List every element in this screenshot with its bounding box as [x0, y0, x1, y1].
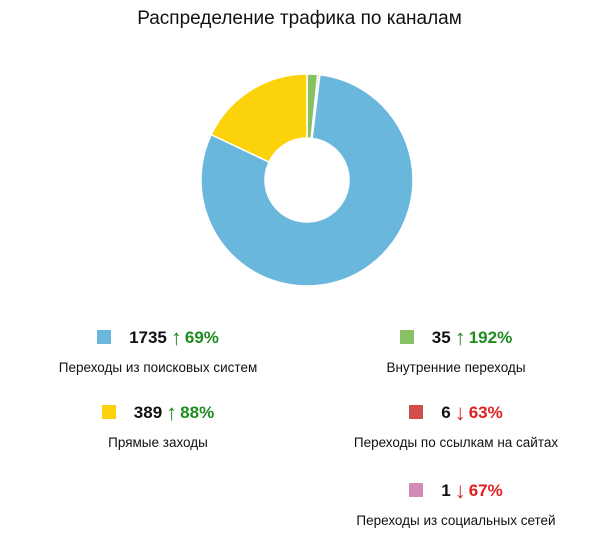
arrow-down-icon: ↓: [454, 478, 466, 503]
donut-slice-direct: [210, 73, 308, 164]
legend-change-links: 63%: [468, 403, 503, 422]
chart-title: Распределение трафика по каналам: [137, 8, 462, 29]
donut-slice-search: [200, 73, 414, 287]
legend-label-direct: Прямые заходы: [108, 435, 208, 450]
legend-label-links: Переходы по ссылкам на сайтах: [353, 435, 559, 450]
arrow-up-icon: ↑: [454, 325, 466, 350]
legend-label-search: Переходы из поисковых систем: [58, 360, 258, 375]
legend-swatch-links: [409, 405, 424, 419]
legend-change-social: 67%: [468, 481, 503, 500]
arrow-up-icon: ↑: [170, 325, 182, 350]
legend-swatch-search: [97, 330, 112, 344]
legend-count-links: 6: [441, 403, 451, 422]
legend-swatch-internal: [399, 330, 414, 344]
legend-label-social: Переходы из социальных сетей: [356, 513, 556, 528]
legend-item-search: 1735 ↑ 69% Переходы из поисковых систем: [8, 325, 308, 376]
legend-change-search: 69%: [184, 328, 219, 347]
legend-count-direct: 389: [133, 403, 163, 422]
legend-change-internal: 192%: [468, 328, 513, 347]
legend-change-direct: 88%: [180, 403, 215, 422]
legend-item-links: 6 ↓ 63% Переходы по ссылкам на сайтах: [306, 400, 599, 451]
legend-item-internal: 35 ↑ 192% Внутренние переходы: [306, 325, 599, 376]
legend-swatch-direct: [101, 405, 116, 419]
legend-item-direct: 389 ↑ 88% Прямые заходы: [8, 401, 308, 450]
legend-swatch-social: [409, 483, 424, 497]
arrow-down-icon: ↓: [454, 400, 466, 425]
donut-chart: [200, 73, 414, 287]
legend-label-internal: Внутренние переходы: [386, 360, 526, 375]
legend-count-social: 1: [441, 481, 451, 500]
legend-count-internal: 35: [431, 328, 451, 347]
arrow-up-icon: ↑: [166, 400, 178, 425]
legend-item-social: 1 ↓ 67% Переходы из социальных сетей: [306, 478, 599, 529]
legend-count-search: 1735: [129, 328, 167, 347]
